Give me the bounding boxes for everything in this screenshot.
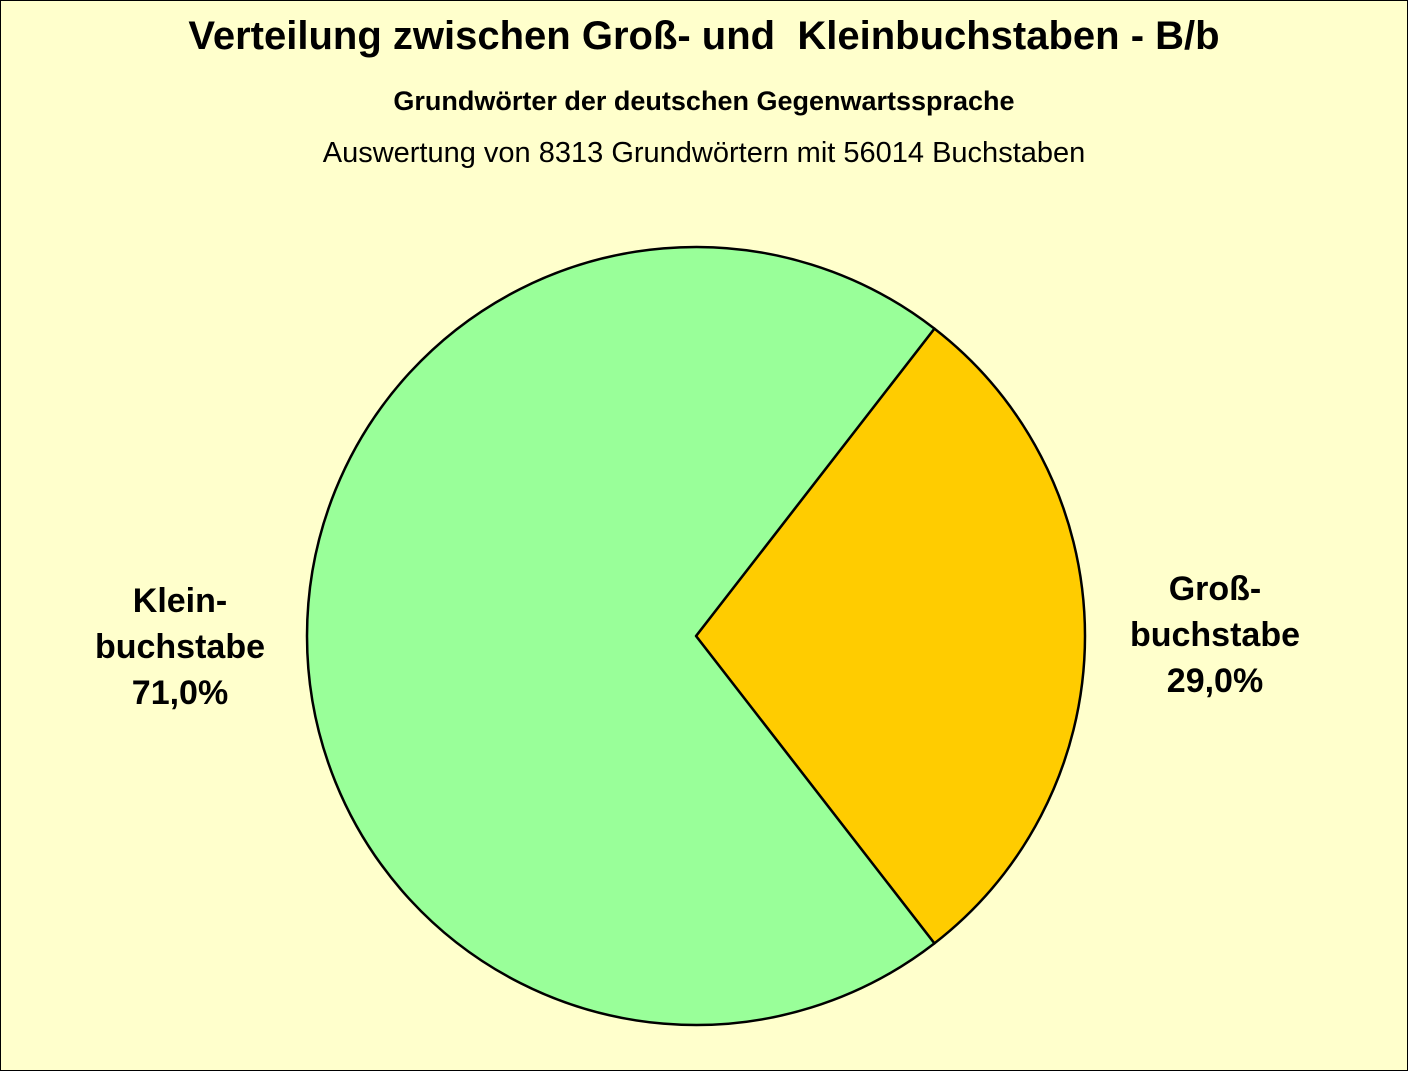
slice-gross [694, 327, 1087, 945]
chart-note: Auswertung von 8313 Grundwörtern mit 560… [322, 137, 1086, 169]
slice-label-klein: Klein- buchstabe 71,0% [70, 578, 290, 716]
slice-label-gross-line1: Groß- [1168, 570, 1262, 608]
slice-label-klein-line1: Klein- [132, 582, 228, 620]
slice-klein [305, 245, 936, 1027]
chart-subtitle: Grundwörter der deutschen Gegenwartsspra… [393, 86, 1015, 116]
slice-label-klein-line2: buchstabe [94, 628, 266, 666]
slice-value-gross: 29,0% [1166, 662, 1264, 700]
slice-value-klein: 71,0% [131, 674, 229, 712]
chart-title: Verteilung zwischen Groß- und Kleinbuchs… [188, 14, 1220, 58]
slice-label-gross-line2: buchstabe [1129, 616, 1301, 654]
slice-label-gross: Groß- buchstabe 29,0% [1110, 566, 1320, 704]
